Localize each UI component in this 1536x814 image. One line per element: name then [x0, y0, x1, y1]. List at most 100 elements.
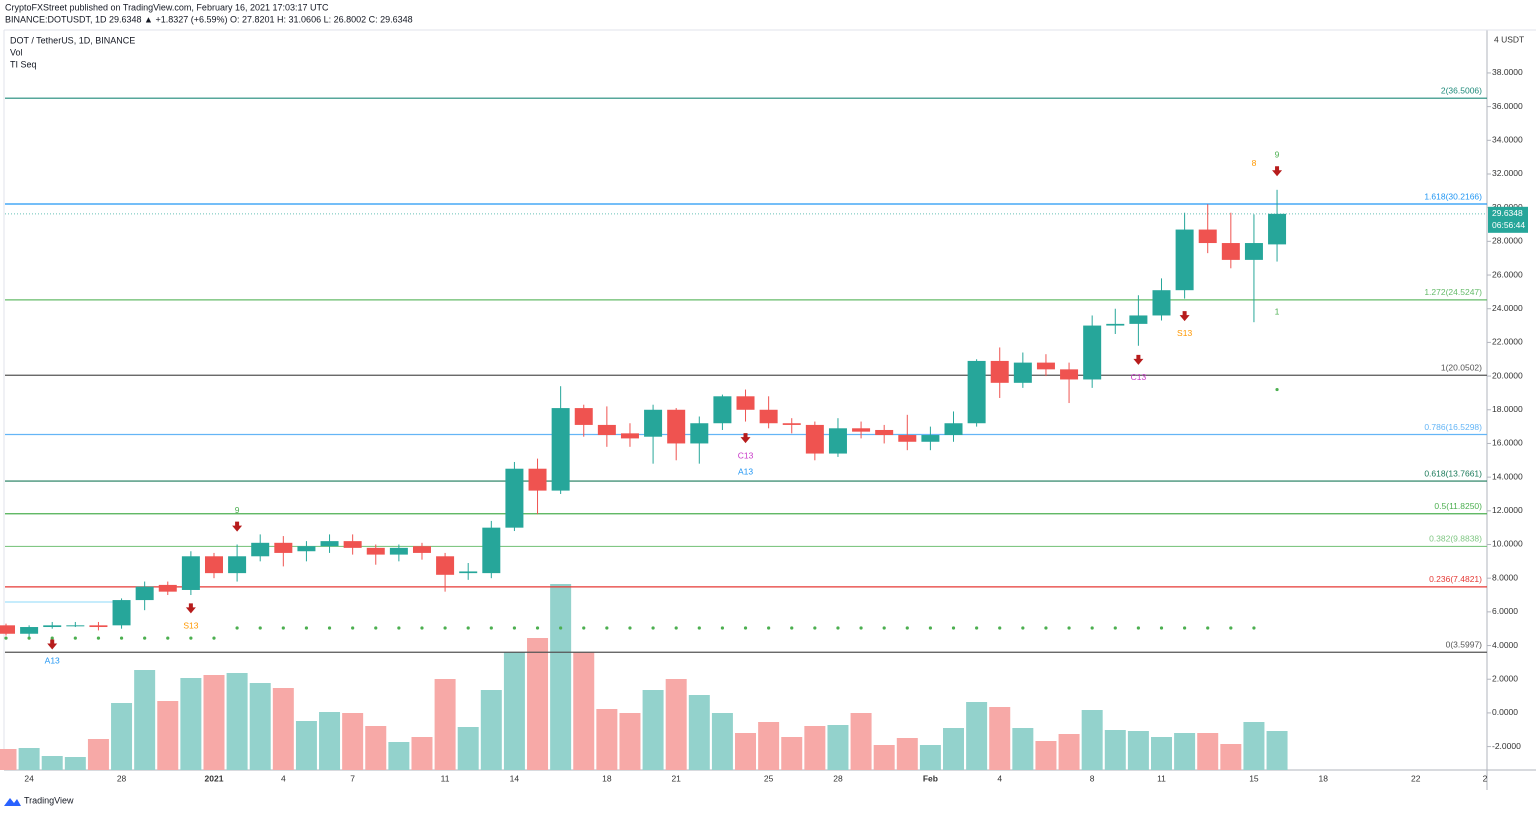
- candle-body: [228, 556, 247, 574]
- x-tick-label: Feb: [923, 773, 938, 783]
- candle-body: [1198, 229, 1217, 244]
- seq-dot: [166, 636, 170, 640]
- seq-dot: [975, 626, 979, 630]
- candle-body: [389, 547, 408, 555]
- volume-bar: [665, 679, 687, 770]
- seq-dot: [258, 626, 262, 630]
- candle-body: [43, 625, 62, 628]
- seq-dot: [928, 626, 933, 630]
- fib-label: 1.272(24.5247): [1424, 287, 1482, 297]
- candle-body: [20, 627, 39, 634]
- candle-body: [251, 542, 270, 557]
- volume-bar: [711, 713, 733, 770]
- x-tick-label: 18: [602, 773, 612, 783]
- y-tick-label: 32.0000: [1492, 168, 1523, 178]
- candle-body: [135, 586, 154, 601]
- seq-dot: [628, 626, 632, 630]
- candle-body: [1268, 213, 1287, 245]
- signal-arrow: [185, 603, 196, 614]
- seq-label: S13: [1177, 328, 1192, 338]
- candle-body: [852, 428, 871, 432]
- volume-bar: [1012, 728, 1034, 770]
- y-tick-label: 6.0000: [1492, 606, 1518, 616]
- candle-body: [1106, 323, 1125, 326]
- seq-dot: [813, 626, 817, 630]
- candle-body: [898, 435, 917, 442]
- y-tick-label: 28.0000: [1492, 236, 1523, 246]
- signal-arrow: [1179, 311, 1190, 322]
- volume-bar: [758, 722, 780, 770]
- logo-icon: [4, 798, 21, 806]
- seq-dot: [1206, 626, 1210, 630]
- volume-bar: [642, 690, 664, 770]
- volume-bar: [850, 713, 872, 770]
- y-tick-label: 4.0000: [1492, 640, 1518, 650]
- footer-logo: TradingView: [4, 795, 74, 806]
- fib-label: 2(36.5006): [1441, 85, 1482, 95]
- fib-label: 0.618(13.7661): [1424, 468, 1482, 478]
- seq-dot: [73, 636, 77, 640]
- x-tick-label: 8: [1090, 773, 1095, 783]
- y-tick-label: -2.0000: [1492, 741, 1521, 751]
- seq-label: 9: [1275, 150, 1280, 160]
- x-tick-label: 25: [764, 773, 774, 783]
- candle-body: [574, 408, 593, 425]
- fib-label: 1(20.0502): [1441, 362, 1482, 372]
- volume-bar: [434, 679, 456, 770]
- candle-body: [736, 396, 755, 410]
- volume-bar: [111, 703, 133, 770]
- price-tag-label: 29.6348: [1492, 208, 1523, 218]
- candle-body: [343, 541, 362, 548]
- seq-dot: [905, 626, 909, 630]
- y-tick-label: 12.0000: [1492, 505, 1523, 515]
- seq-dot: [1229, 626, 1233, 630]
- candle-body: [459, 571, 478, 574]
- seq-dot: [882, 626, 886, 630]
- y-tick-label: 8.0000: [1492, 572, 1518, 582]
- y-tick-label: 26.0000: [1492, 269, 1523, 279]
- seq-dot: [420, 626, 424, 630]
- seq-label: 9: [235, 505, 240, 515]
- candle-body: [89, 625, 108, 628]
- volume-bar: [919, 745, 941, 770]
- seq-dot: [489, 626, 493, 630]
- volume-bar: [503, 652, 525, 770]
- seq-dot: [212, 636, 216, 640]
- candle-body: [0, 625, 15, 634]
- volume-bar: [804, 726, 826, 770]
- ticker-line: BINANCE:DOTUSDT, 1D 29.6348 ▲ +1.8327 (+…: [5, 14, 413, 24]
- y-tick-label: 18.0000: [1492, 404, 1523, 414]
- volume-bar: [989, 707, 1011, 770]
- volume-bar: [1243, 722, 1265, 770]
- seq-label: S13: [183, 620, 198, 630]
- candle-body: [990, 360, 1009, 383]
- candle-body: [944, 423, 963, 436]
- seq-dot: [281, 626, 285, 630]
- volume-bar: [1174, 733, 1196, 770]
- signal-arrow: [232, 521, 243, 532]
- candle-body: [620, 433, 639, 439]
- signal-arrow: [1272, 166, 1283, 177]
- fib-label: 0.236(7.4821): [1429, 574, 1482, 584]
- seq-dot: [1183, 626, 1187, 630]
- volume-bar: [87, 739, 109, 770]
- seq-label: A13: [738, 466, 753, 476]
- y-tick-label: 24.0000: [1492, 303, 1523, 313]
- candle-body: [921, 435, 940, 442]
- candle-body: [1083, 325, 1102, 380]
- candle-body: [366, 547, 385, 555]
- seq-dot: [143, 636, 147, 640]
- volume-bar: [365, 726, 387, 770]
- seq-dot: [189, 636, 193, 640]
- seq-dot: [397, 626, 401, 630]
- volume-bar: [1151, 737, 1172, 770]
- volume-bar: [596, 709, 618, 770]
- volume-bar: [1197, 733, 1219, 770]
- seq-label: A13: [45, 655, 60, 665]
- seq-dot: [651, 626, 655, 630]
- x-tick-label: 7: [350, 773, 355, 783]
- candle-body: [181, 556, 200, 590]
- seq-dot: [535, 626, 540, 630]
- candle-body: [805, 424, 824, 454]
